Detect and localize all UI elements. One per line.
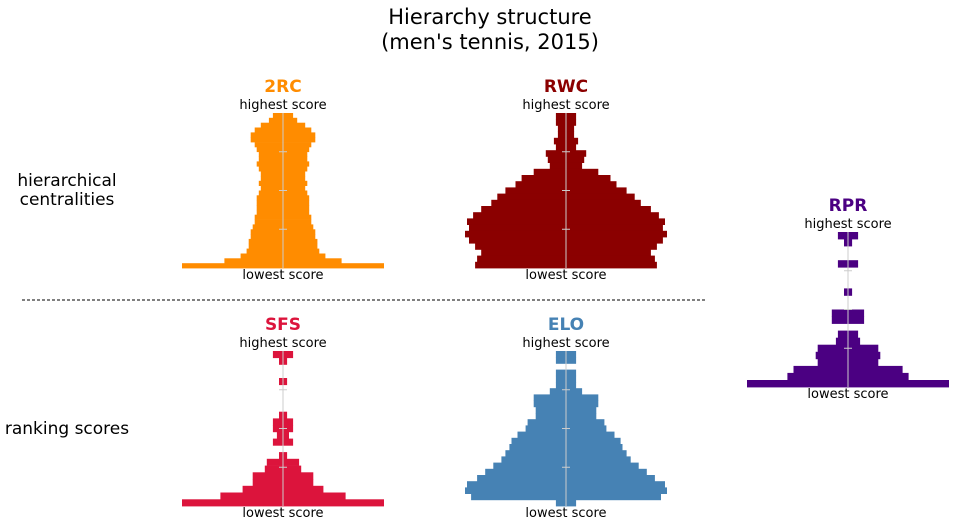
lowest-score-label: lowest score [525,268,606,283]
highest-score-label: highest score [239,336,326,351]
panel-title: ELO [548,315,584,335]
figure-title-line-2: (men's tennis, 2015) [381,30,599,54]
lowest-score-label: lowest score [525,506,606,521]
highest-score-label: highest score [522,336,609,351]
panel-title: RWC [544,77,588,97]
figure-title-line-1: Hierarchy structure [388,5,591,29]
lowest-score-label: lowest score [242,506,323,521]
panel-title: SFS [265,315,301,335]
row-label-bottom: ranking scores [5,419,129,439]
row-label-top-line-1: hierarchical [17,171,116,191]
highest-score-label: highest score [522,98,609,113]
lowest-score-label: lowest score [807,387,888,402]
row-label-top-line-2: centralities [20,190,115,210]
panel-title: 2RC [264,77,301,97]
lowest-score-label: lowest score [242,268,323,283]
highest-score-label: highest score [804,217,891,232]
highest-score-label: highest score [239,98,326,113]
panel-title: RPR [829,196,868,216]
